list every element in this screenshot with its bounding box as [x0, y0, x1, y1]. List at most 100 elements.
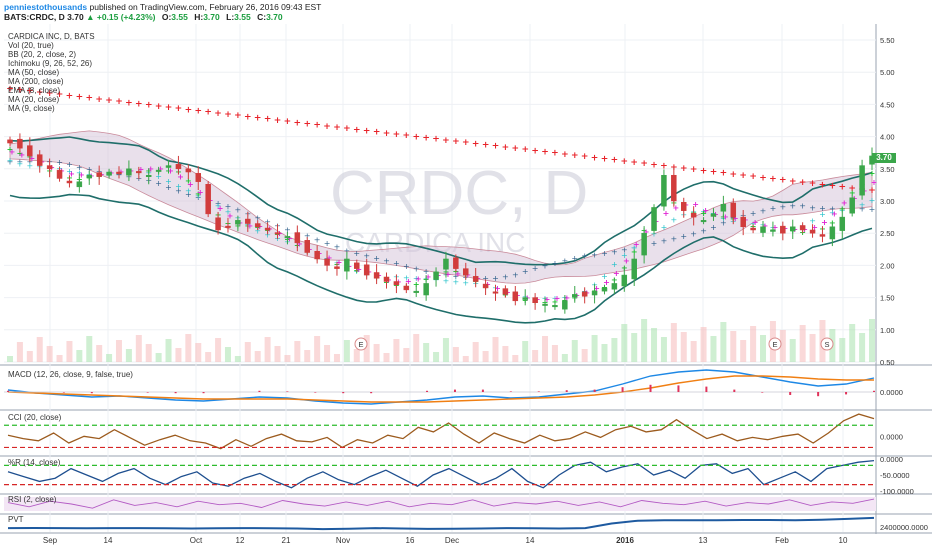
- ma50-point: +: [601, 249, 608, 258]
- ma200-point: +: [462, 138, 470, 148]
- ma200-point: +: [591, 153, 599, 163]
- ma9-point: +: [811, 223, 818, 232]
- ma200-point: +: [531, 146, 539, 156]
- ma50-point: +: [661, 237, 668, 246]
- volume-bar: [690, 341, 697, 362]
- candle-body: [680, 202, 687, 211]
- volume-bar: [809, 334, 816, 362]
- x-tick-label: Sep: [43, 536, 58, 545]
- ma200-point: +: [224, 110, 232, 120]
- ma20-point: +: [254, 227, 261, 236]
- high-label: H:: [194, 12, 204, 22]
- candle-body: [562, 300, 568, 310]
- volume-bar: [284, 355, 291, 362]
- ma50-point: +: [155, 179, 162, 188]
- ma200-point: +: [175, 104, 183, 114]
- ma20-point: +: [403, 273, 410, 282]
- ma20-point: +: [215, 201, 222, 210]
- wr-pane-label[interactable]: %R (14, close): [8, 458, 61, 467]
- ma50-point: +: [789, 201, 796, 210]
- macd-pane-label[interactable]: MACD (12, 26, close, 9, false, true): [8, 370, 133, 379]
- legend-title[interactable]: CARDICA INC, D, BATS: [8, 32, 95, 41]
- volume-bar: [512, 355, 519, 362]
- legend-ichimoku[interactable]: Ichimoku (9, 26, 52, 26): [8, 59, 93, 68]
- volume-bar: [730, 331, 737, 362]
- ma9-point: +: [762, 221, 769, 230]
- ma50-point: +: [383, 257, 390, 266]
- volume-bar: [106, 354, 113, 362]
- ma50-point: +: [215, 199, 222, 208]
- pvt-axis-label: 2400000.0000: [880, 523, 928, 532]
- ma50-point: +: [7, 158, 14, 167]
- ma50-point: +: [453, 272, 460, 281]
- ma200-point: +: [303, 119, 311, 129]
- volume-bar: [433, 352, 440, 362]
- candle-body: [472, 276, 479, 282]
- ema8-point: +: [413, 280, 420, 289]
- candle-body: [671, 174, 677, 202]
- legend-ema8[interactable]: EMA (8, close): [8, 86, 61, 95]
- ma50-point: +: [522, 267, 529, 276]
- ma50-point: +: [393, 259, 400, 268]
- ma200-point: +: [621, 157, 629, 167]
- x-tick-label: 12: [236, 536, 245, 545]
- legend-ma9[interactable]: MA (9, close): [8, 104, 55, 113]
- open-label: O:: [161, 12, 172, 22]
- chart-canvas[interactable]: Sep 14 Oct 12 21 Nov 16 Dec 14 2016 13 Feb 10 5.50 5.0…: [0, 24, 932, 550]
- ma200-point: +: [412, 132, 420, 142]
- ma20-point: +: [185, 187, 192, 196]
- volume-bar: [383, 353, 390, 362]
- legend-bb[interactable]: BB (20, 2, close, 2): [8, 50, 77, 59]
- legend-ma50[interactable]: MA (50, close): [8, 68, 60, 77]
- pvt-pane-label[interactable]: PVT: [8, 515, 24, 524]
- volume-bar: [551, 345, 558, 362]
- ma50-point: +: [76, 163, 83, 172]
- ma9-point: +: [217, 204, 224, 213]
- ma200-point: +: [630, 158, 638, 168]
- ma50-point: +: [720, 218, 727, 227]
- legend-vol[interactable]: Vol (20, true): [8, 41, 54, 50]
- ma9-point: +: [455, 269, 462, 278]
- candle-body: [611, 283, 618, 290]
- candle-body: [155, 169, 162, 172]
- author-link[interactable]: penniestothousands: [4, 2, 88, 12]
- volume-bar: [324, 345, 331, 362]
- rsi-pane-label[interactable]: RSI (2, close): [8, 495, 57, 504]
- candle-body: [393, 281, 400, 285]
- ema8-point: +: [631, 248, 638, 257]
- ema8-point: +: [185, 176, 192, 185]
- candle-body: [86, 174, 93, 179]
- ma20-point: +: [670, 216, 677, 225]
- volume-bar: [304, 350, 311, 362]
- candle-body: [591, 290, 598, 296]
- candle-body: [730, 202, 737, 218]
- ma200-point: +: [66, 91, 74, 101]
- ma50-point: +: [670, 234, 677, 243]
- ma200-point: +: [36, 88, 44, 98]
- ema8-point: +: [839, 205, 846, 214]
- ma50-point: +: [235, 206, 242, 215]
- symbol-label[interactable]: BATS:CRDC, D: [4, 12, 65, 22]
- candle-body: [433, 271, 439, 280]
- ma50-point: +: [17, 158, 24, 167]
- ma200-point: +: [541, 148, 549, 158]
- ma200-point: +: [472, 139, 480, 149]
- ma200-point: +: [819, 180, 827, 190]
- ma200-point: +: [749, 172, 757, 182]
- ma20-point: +: [750, 220, 757, 229]
- volume-bar: [670, 323, 677, 362]
- ma20-point: +: [829, 208, 836, 217]
- ma50-point: +: [344, 246, 351, 255]
- legend-ma20[interactable]: MA (20, close): [8, 95, 60, 104]
- volume-bar: [115, 340, 122, 362]
- ma200-point: +: [660, 162, 668, 172]
- ma200-point: +: [829, 181, 837, 191]
- cci-pane-label[interactable]: CCI (20, close): [8, 413, 62, 422]
- ma50-point: +: [552, 259, 559, 268]
- legend-ma200[interactable]: MA (200, close): [8, 77, 64, 86]
- ma200-point: +: [848, 184, 856, 194]
- macd-line: [7, 369, 875, 405]
- ma50-point: +: [502, 273, 509, 282]
- volume-bar: [789, 339, 796, 362]
- ma9-point: +: [137, 165, 144, 174]
